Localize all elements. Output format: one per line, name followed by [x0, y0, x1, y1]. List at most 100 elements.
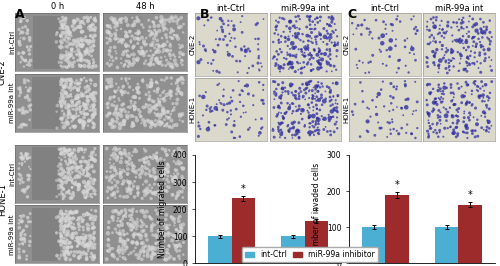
Point	[18, 26, 26, 30]
Point	[382, 32, 390, 36]
Point	[138, 196, 146, 201]
Point	[252, 117, 260, 122]
Point	[232, 107, 240, 111]
Point	[78, 39, 86, 43]
Point	[91, 192, 99, 197]
Point	[116, 172, 124, 176]
Point	[58, 157, 66, 162]
Point	[172, 181, 180, 185]
Point	[174, 159, 182, 163]
Point	[280, 116, 287, 120]
Point	[152, 241, 160, 246]
Point	[310, 56, 318, 60]
Point	[316, 55, 324, 60]
Point	[300, 54, 308, 58]
Point	[168, 215, 175, 219]
Point	[60, 227, 68, 231]
Point	[86, 87, 94, 92]
Point	[90, 103, 98, 108]
Point	[384, 120, 392, 124]
Point	[88, 214, 96, 218]
Point	[166, 223, 173, 227]
Point	[130, 57, 138, 61]
Point	[16, 181, 24, 186]
Point	[179, 222, 187, 227]
Point	[130, 179, 138, 184]
Point	[65, 60, 73, 64]
Point	[59, 215, 67, 219]
Point	[60, 187, 68, 192]
Point	[80, 103, 88, 107]
Point	[130, 249, 138, 253]
Point	[425, 121, 433, 125]
Point	[80, 108, 88, 113]
Point	[160, 158, 168, 162]
Point	[330, 94, 338, 98]
Point	[204, 18, 212, 22]
Point	[159, 96, 167, 101]
Point	[298, 95, 306, 100]
Point	[80, 76, 88, 80]
Point	[168, 216, 176, 221]
Point	[103, 85, 111, 89]
Point	[61, 176, 69, 180]
Point	[310, 125, 318, 129]
Point	[108, 215, 116, 219]
Point	[150, 28, 158, 32]
Point	[74, 165, 82, 170]
Point	[80, 180, 88, 184]
Point	[170, 218, 178, 223]
Point	[56, 79, 64, 83]
Point	[106, 38, 114, 42]
Point	[255, 67, 263, 71]
Point	[90, 192, 98, 196]
Point	[408, 131, 416, 136]
Point	[134, 90, 141, 94]
Point	[112, 106, 120, 110]
Point	[124, 81, 132, 86]
Point	[270, 105, 278, 110]
Point	[176, 232, 184, 236]
Point	[20, 111, 28, 116]
Point	[52, 178, 60, 182]
Point	[178, 226, 186, 230]
Point	[160, 171, 168, 176]
Point	[414, 126, 422, 130]
Point	[435, 63, 443, 67]
Point	[148, 226, 156, 230]
Point	[288, 133, 296, 137]
Point	[164, 28, 172, 32]
Point	[276, 66, 283, 70]
Point	[134, 87, 141, 91]
Point	[106, 84, 114, 88]
Point	[254, 134, 262, 138]
Bar	[232, 198, 255, 263]
Point	[114, 85, 122, 90]
Point	[455, 28, 463, 32]
Point	[158, 147, 166, 151]
Point	[77, 160, 85, 164]
Point	[318, 84, 326, 89]
Point	[168, 76, 175, 80]
Point	[314, 131, 322, 135]
Point	[136, 114, 144, 119]
Point	[332, 68, 340, 72]
Point	[230, 136, 238, 140]
Point	[56, 100, 64, 104]
Point	[64, 36, 72, 40]
Point	[412, 108, 420, 113]
Point	[84, 102, 92, 106]
Point	[146, 85, 154, 89]
Point	[71, 81, 79, 85]
Point	[69, 100, 77, 104]
Point	[90, 177, 98, 181]
Point	[115, 251, 123, 255]
Point	[113, 120, 121, 124]
Point	[334, 102, 342, 106]
Point	[140, 222, 147, 226]
Point	[58, 234, 66, 238]
Point	[316, 62, 324, 66]
Point	[314, 118, 322, 122]
Point	[66, 82, 74, 86]
Point	[485, 47, 493, 52]
